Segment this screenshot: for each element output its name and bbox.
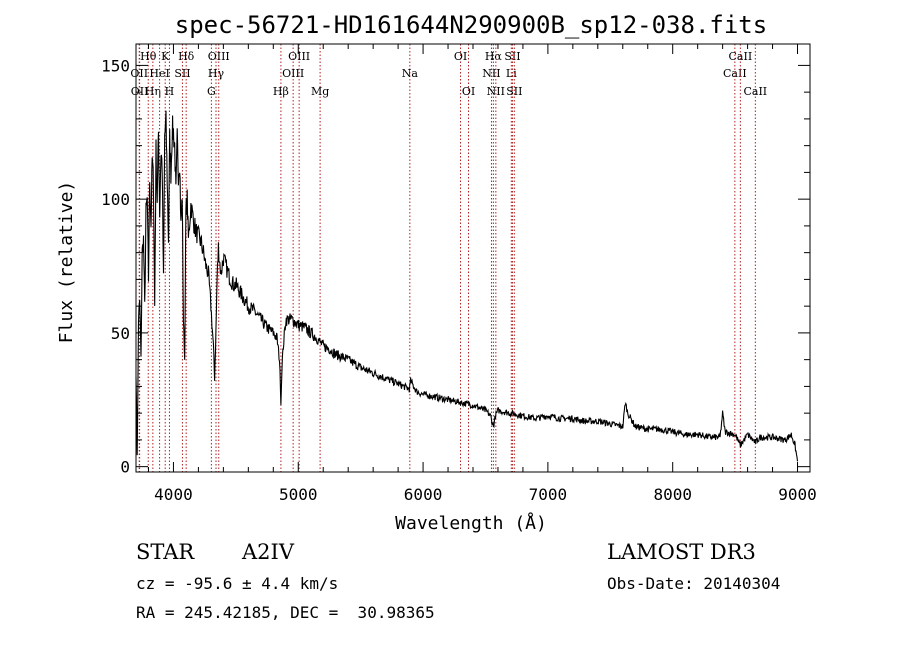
x-tick-label-2: 6000	[404, 485, 443, 504]
marker-label-26: CaII	[729, 50, 753, 63]
y-tick-label-2: 100	[101, 190, 130, 209]
x-tick-label-0: 4000	[154, 485, 193, 504]
marker-label-9: G	[207, 85, 216, 98]
marker-label-27: CaII	[743, 85, 767, 98]
marker-label-18: OI	[462, 85, 475, 98]
survey-name: LAMOST DR3	[607, 540, 756, 564]
y-tick-label-1: 50	[111, 324, 130, 343]
axes: 4000 5000 6000 7000 8000 9000 0 50 100 150	[101, 44, 817, 504]
marker-label-8: Hδ	[178, 50, 195, 63]
marker-label-19: NII	[482, 67, 500, 80]
marker-label-1: OII	[131, 85, 149, 98]
marker-label-5: K	[161, 50, 170, 63]
marker-label-3: Hη	[145, 85, 161, 98]
marker-label-10: Hγ	[208, 67, 225, 80]
marker-label-16: Na	[402, 67, 419, 80]
x-tick-label-4: 8000	[653, 485, 692, 504]
marker-label-21: NII	[487, 85, 505, 98]
marker-label-7: SII	[174, 67, 190, 80]
observation-date: Obs-Date: 20140304	[607, 574, 781, 593]
marker-label-11: OIII	[208, 50, 230, 63]
x-tick-label-1: 5000	[279, 485, 318, 504]
marker-label-13: OIII	[282, 67, 304, 80]
marker-label-25: CaII	[723, 67, 747, 80]
marker-label-4: HeI	[149, 67, 169, 80]
marker-label-24: SII	[506, 85, 522, 98]
marker-label-6: H	[165, 85, 175, 98]
object-class: STAR	[136, 540, 195, 564]
marker-label-23: SII	[504, 50, 520, 63]
x-tick-label-5: 9000	[778, 485, 817, 504]
y-tick-label-0: 0	[120, 458, 130, 477]
marker-label-2: Hθ	[140, 50, 157, 63]
marker-label-17: OI	[454, 50, 467, 63]
y-tick-label-3: 150	[101, 56, 130, 75]
spectrum-series	[135, 110, 799, 462]
coordinates-readout: RA = 245.42185, DEC = 30.98365	[136, 603, 435, 622]
marker-label-14: OIII	[288, 50, 310, 63]
marker-label-12: Hβ	[273, 85, 289, 98]
marker-label-15: Mg	[311, 85, 329, 98]
x-tick-label-3: 7000	[529, 485, 568, 504]
object-subclass: A2IV	[242, 540, 294, 564]
y-axis-label: Flux (relative)	[56, 181, 77, 344]
redshift-readout: cz = -95.6 ± 4.4 km/s	[136, 574, 339, 593]
marker-label-22: Li	[506, 67, 517, 80]
chart-title: spec-56721-HD161644N290900B_sp12-038.fit…	[175, 11, 767, 39]
spectrum-line	[135, 110, 799, 462]
marker-label-20: Hα	[485, 50, 503, 63]
x-axis-label: Wavelength (Å)	[395, 512, 547, 534]
